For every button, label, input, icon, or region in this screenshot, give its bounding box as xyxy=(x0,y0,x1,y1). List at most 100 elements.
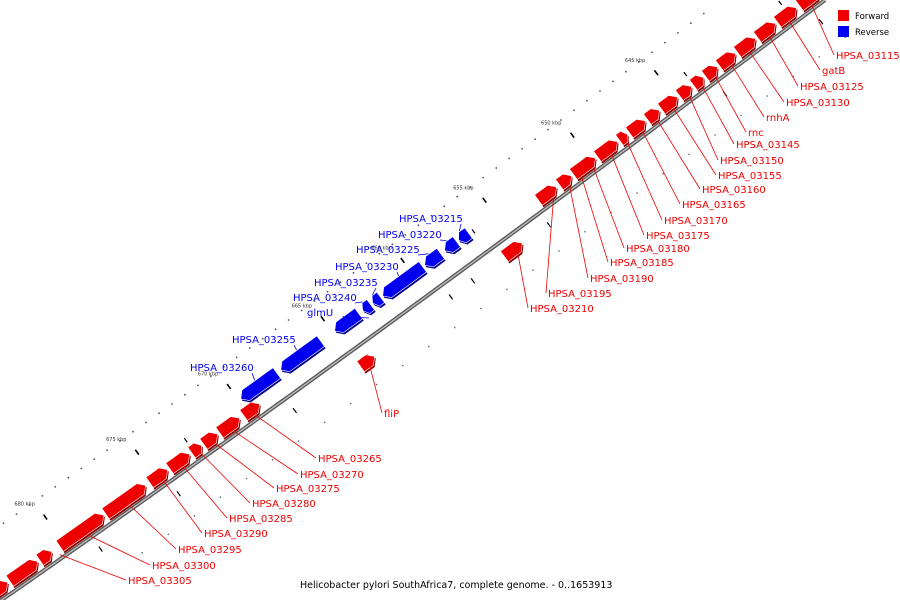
kbp-tick-label: 670 kbp xyxy=(198,371,218,377)
track-dot xyxy=(119,440,121,442)
gene-label-hpsa-03230: HPSA_03230 xyxy=(335,262,399,273)
track-dot xyxy=(378,252,381,255)
forward-gene-arrow[interactable] xyxy=(0,580,9,600)
forward-gene-arrow-body xyxy=(199,431,218,450)
forward-gene-arrow-body xyxy=(499,241,523,263)
track-dot xyxy=(235,356,238,359)
forward-gene-arrow[interactable] xyxy=(499,241,524,264)
track-dot xyxy=(54,485,57,488)
forward-leader-line xyxy=(183,466,228,519)
reverse-gene-arrow[interactable] xyxy=(382,261,428,300)
forward-gene-arrow-body xyxy=(35,549,53,566)
track-dot xyxy=(326,290,329,293)
forward-gene-arrow[interactable] xyxy=(689,74,705,92)
forward-gene-arrow[interactable] xyxy=(701,65,719,83)
forward-gene-arrow[interactable] xyxy=(101,483,147,521)
gene-label-hpsa-03195: HPSA_03195 xyxy=(548,289,612,300)
gene-label-flip: fliP xyxy=(384,409,399,420)
track-dot xyxy=(209,375,212,377)
inner-track-dot xyxy=(297,440,300,442)
forward-gene-arrow-body xyxy=(5,559,39,587)
gene-label-hpsa-03265: HPSA_03265 xyxy=(318,454,382,465)
track-dot xyxy=(456,195,459,198)
track-dot xyxy=(586,99,588,102)
forward-leader-line xyxy=(59,554,127,581)
forward-gene-arrow[interactable] xyxy=(715,51,737,73)
forward-gene-arrow[interactable] xyxy=(145,467,169,490)
gene-label-hpsa-03160: HPSA_03160 xyxy=(702,185,766,196)
forward-gene-arrow-body xyxy=(55,512,105,552)
kbp-tick xyxy=(482,197,487,204)
forward-gene-arrow[interactable] xyxy=(593,139,619,164)
kbp-tick-label: 655 kbp xyxy=(453,185,473,191)
forward-gene-arrow[interactable] xyxy=(733,36,757,60)
reverse-gene-arrow[interactable] xyxy=(424,247,446,269)
forward-gene-arrow[interactable] xyxy=(555,173,573,192)
reverse-gene-arrow-body xyxy=(334,307,363,333)
feature-tick xyxy=(471,228,476,234)
forward-gene-arrow[interactable] xyxy=(753,21,777,45)
gene-label-hpsa-03125: HPSA_03125 xyxy=(800,82,864,93)
forward-gene-arrow[interactable] xyxy=(773,5,798,29)
track-dot xyxy=(184,393,186,396)
reverse-gene-arrow[interactable] xyxy=(458,227,474,245)
forward-gene-arrow[interactable] xyxy=(187,442,203,460)
forward-gene-arrow[interactable] xyxy=(795,0,820,13)
gene-label-hpsa-03175: HPSA_03175 xyxy=(646,231,710,242)
inner-track-dot xyxy=(141,551,143,554)
reverse-gene-arrow[interactable] xyxy=(334,307,364,335)
forward-gene-arrow-body xyxy=(0,580,9,596)
inner-track-dot xyxy=(323,421,326,424)
track-dot xyxy=(508,157,510,160)
track-dot xyxy=(171,403,173,405)
forward-gene-arrow[interactable] xyxy=(675,84,693,103)
forward-leader-line xyxy=(581,176,609,263)
forward-gene-arrow[interactable] xyxy=(55,512,105,554)
backbone-layer xyxy=(0,0,827,600)
kbp-tick-label: 680 kbp xyxy=(14,502,34,508)
reverse-leader-line xyxy=(251,372,256,381)
forward-gene-arrow[interactable] xyxy=(356,354,376,374)
kbp-tick-label: 675 kbp xyxy=(106,437,126,443)
forward-gene-arrow[interactable] xyxy=(5,559,39,589)
forward-leader-line xyxy=(233,430,299,475)
reverse-gene-arrow[interactable] xyxy=(444,236,462,255)
forward-gene-arrow[interactable] xyxy=(239,401,261,423)
forward-gene-arrow[interactable] xyxy=(643,108,661,127)
inner-track-dot xyxy=(818,56,820,58)
reverse-leader-line xyxy=(396,271,399,276)
forward-gene-arrow[interactable] xyxy=(625,118,647,140)
reverse-gene-arrow[interactable] xyxy=(280,335,326,374)
reverse-leader-line xyxy=(342,316,370,319)
forward-leader-line xyxy=(163,480,203,534)
track-dot xyxy=(287,319,290,321)
track-dot xyxy=(702,12,705,15)
forward-gene-arrow[interactable] xyxy=(615,130,630,148)
forward-gene-arrow[interactable] xyxy=(569,156,597,182)
kbp-tick xyxy=(653,69,659,76)
gene-label-hpsa-03240: HPSA_03240 xyxy=(293,293,357,304)
forward-leader-line xyxy=(769,36,799,87)
leader-line-layer xyxy=(59,4,835,581)
genome-backbone-highlight xyxy=(0,0,826,600)
inner-track-dot xyxy=(740,114,742,117)
feature-tick xyxy=(818,19,824,25)
forward-leader-line xyxy=(657,120,701,190)
forward-gene-arrow-body xyxy=(215,416,240,439)
forward-gene-arrow[interactable] xyxy=(35,549,53,568)
reverse-gene-arrow-body xyxy=(280,335,325,373)
forward-gene-arrow[interactable] xyxy=(215,416,241,440)
gene-label-hpsa-03225: HPSA_03225 xyxy=(356,245,420,256)
forward-gene-arrow[interactable] xyxy=(534,184,558,208)
forward-gene-arrow[interactable] xyxy=(165,451,191,476)
reverse-gene-arrow[interactable] xyxy=(240,367,282,403)
forward-gene-arrow[interactable] xyxy=(199,431,219,452)
forward-gene-arrow-body xyxy=(689,74,704,91)
forward-leader-line xyxy=(642,131,681,205)
forward-gene-arrow[interactable] xyxy=(657,95,679,116)
track-dot xyxy=(145,421,147,424)
reverse-gene-arrow[interactable] xyxy=(371,291,386,308)
forward-leader-line xyxy=(689,96,719,161)
reverse-gene-arrow[interactable] xyxy=(361,299,376,316)
track-dot xyxy=(443,205,446,208)
